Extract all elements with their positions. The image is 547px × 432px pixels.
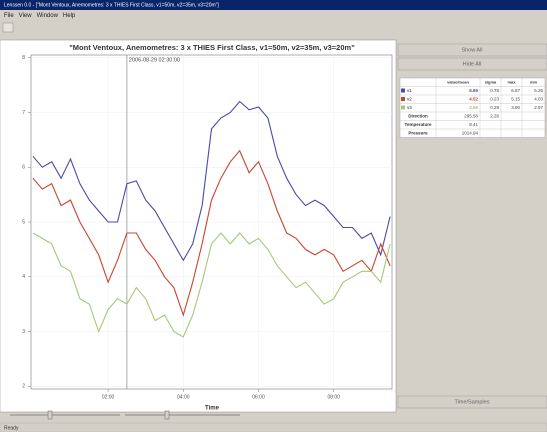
table-cell: 5.26 — [534, 88, 543, 93]
row-label: Temperature — [405, 122, 432, 127]
table-cell: 6.87 — [511, 88, 520, 93]
x-tick-label: 06:00 — [252, 394, 265, 400]
y-tick-label: 4 — [22, 274, 25, 280]
row-label: Direction — [408, 113, 428, 118]
toolbar-button[interactable] — [2, 22, 14, 33]
status-text: Ready — [4, 425, 19, 431]
x-tick-label: 08:00 — [327, 394, 340, 400]
mode-button-label: Time/Samples — [455, 399, 490, 405]
y-tick-label: 7 — [22, 110, 25, 116]
table-cell: 295.56 — [464, 113, 478, 118]
y-tick-label: 3 — [22, 329, 25, 335]
data-line — [32, 100, 391, 262]
table-cell: 3.90 — [511, 105, 520, 110]
x-axis-label: Time — [205, 406, 220, 412]
menu-bar — [0, 10, 547, 21]
row-label: Pressure — [408, 130, 428, 135]
y-tick-label: 2 — [22, 384, 25, 390]
legend-swatch[interactable] — [401, 88, 405, 93]
legend-swatch[interactable] — [401, 105, 405, 110]
y-tick-label: 5 — [22, 219, 25, 225]
table-cell: 2.97 — [534, 105, 543, 110]
legend-label: v1 — [407, 88, 412, 93]
table-cell: 0.78 — [490, 88, 499, 93]
slider-thumb[interactable] — [47, 410, 53, 420]
cursor-label: 2006-08-29 02:30:00 — [129, 57, 180, 63]
y-tick-label: 8 — [22, 55, 25, 61]
status-bar — [0, 422, 547, 432]
y-tick-label: 6 — [22, 165, 25, 171]
table-cell: 8.41 — [469, 122, 478, 127]
hide-all-label: Hide All — [463, 61, 482, 67]
data-line — [32, 232, 391, 338]
show-all-label: Show All — [461, 47, 482, 53]
show-all-button[interactable] — [397, 43, 547, 57]
legend-label: v3 — [407, 105, 412, 110]
table-cell: 2.26 — [490, 113, 499, 118]
table-cell: 4.52 — [469, 96, 478, 101]
table-cell: 4.03 — [534, 96, 543, 101]
legend-label: v2 — [407, 96, 412, 101]
stats-table — [399, 77, 546, 138]
window-title: Lenssen 0.0 - ["Mont Ventoux, Anemometre… — [4, 2, 219, 8]
mode-button[interactable] — [397, 395, 547, 409]
hide-all-button[interactable] — [397, 57, 547, 71]
table-cell: 1014.94 — [462, 130, 479, 135]
table-cell: 5.65 — [469, 88, 478, 93]
table-header: min — [530, 79, 538, 84]
x-tick-label: 02:00 — [102, 394, 115, 400]
legend-swatch[interactable] — [401, 97, 405, 101]
slider-thumb[interactable] — [164, 410, 170, 420]
table-cell: 0.29 — [490, 105, 499, 110]
menu-item[interactable]: Help — [63, 13, 76, 19]
menu-item[interactable]: Window — [37, 13, 59, 19]
table-cell: 5.15 — [511, 96, 520, 101]
chart-title: "Mont Ventoux, Anemometres: 3 x THIES Fi… — [69, 43, 355, 52]
title-bar — [0, 0, 547, 10]
menu-item[interactable]: File — [4, 13, 14, 19]
data-line — [32, 149, 391, 317]
table-header: value/mean — [447, 79, 469, 84]
table-cell: 3.66 — [469, 105, 478, 110]
table-header: sigma — [485, 79, 497, 84]
table-cell: 0.23 — [490, 96, 499, 101]
x-tick-label: 04:00 — [177, 394, 190, 400]
table-header: max — [507, 79, 516, 84]
menu-item[interactable]: View — [19, 13, 33, 19]
